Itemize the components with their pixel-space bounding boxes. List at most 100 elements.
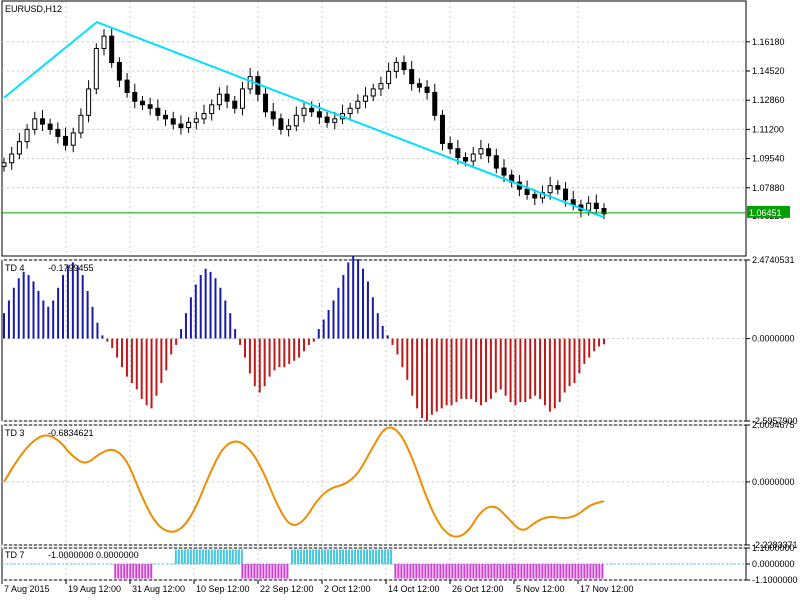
candle-body[interactable]: [555, 185, 561, 190]
candle-body[interactable]: [478, 148, 484, 155]
candle-body[interactable]: [270, 111, 276, 120]
candle-body[interactable]: [155, 107, 161, 116]
candle-body[interactable]: [447, 142, 453, 150]
candle-body[interactable]: [278, 118, 284, 130]
candle-body[interactable]: [193, 118, 199, 123]
candle-body[interactable]: [432, 91, 438, 116]
candle-body[interactable]: [424, 86, 430, 93]
candle-body[interactable]: [470, 153, 476, 162]
time-axis-label: 5 Nov 12:00: [516, 584, 565, 594]
td7-tick-label: 0.0000000: [752, 559, 795, 569]
candle-body[interactable]: [209, 104, 215, 115]
candle-body[interactable]: [124, 79, 130, 93]
candle-body[interactable]: [63, 135, 69, 146]
candle-body[interactable]: [239, 88, 245, 109]
candle-body[interactable]: [301, 107, 307, 116]
candle-body[interactable]: [47, 123, 53, 130]
candle-body[interactable]: [263, 93, 269, 113]
candle-body[interactable]: [70, 132, 76, 146]
candle-body[interactable]: [216, 93, 222, 106]
td7-tick-label: -1.1000000: [752, 575, 798, 585]
candle-body[interactable]: [563, 188, 569, 201]
td4-tick-label: 0.0000000: [752, 334, 795, 344]
candle-body[interactable]: [309, 107, 315, 113]
candle-body[interactable]: [224, 93, 230, 102]
candle-body[interactable]: [93, 47, 99, 90]
candle-body[interactable]: [178, 123, 184, 129]
candle-body[interactable]: [355, 100, 361, 109]
candle-body[interactable]: [9, 153, 15, 164]
panel-frame: [1, 424, 747, 546]
candle-body[interactable]: [363, 95, 369, 102]
candle-body[interactable]: [532, 193, 538, 199]
td3-tick-label: 0.0000000: [752, 477, 795, 487]
td3-line[interactable]: [3, 426, 605, 538]
candle-body[interactable]: [463, 157, 469, 162]
candle-body[interactable]: [586, 202, 592, 211]
candle-body[interactable]: [601, 208, 607, 215]
candle-body[interactable]: [116, 62, 122, 81]
candle-body[interactable]: [24, 128, 30, 143]
candle-body[interactable]: [501, 167, 507, 176]
candle-body[interactable]: [455, 148, 461, 159]
candle-body[interactable]: [163, 114, 169, 120]
candle-body[interactable]: [439, 114, 445, 144]
candle-body[interactable]: [101, 35, 107, 49]
td3-tick-label: -2.2283371: [752, 540, 798, 550]
candle-body[interactable]: [247, 76, 253, 90]
candle-body[interactable]: [378, 83, 384, 90]
td4-panel[interactable]: 2.4740531 0.0000000 -2.5957900: [1, 255, 798, 426]
candle-body[interactable]: [109, 35, 115, 64]
td7-panel[interactable]: 1.1000000 0.0000000 -1.1000000: [1, 543, 798, 585]
candle-body[interactable]: [324, 116, 330, 123]
candle-body[interactable]: [409, 69, 415, 85]
trend-line[interactable]: [3, 20, 605, 219]
candle-body[interactable]: [593, 202, 599, 210]
candle-body[interactable]: [78, 114, 84, 134]
candle-body[interactable]: [232, 100, 238, 109]
candle-body[interactable]: [39, 118, 45, 125]
time-axis: 7 Aug 2015 19 Aug 12:00 31 Aug 12:00 10 Sep…: [1, 580, 634, 594]
candle-body[interactable]: [486, 148, 492, 157]
price-tick-label: 1.07880: [752, 183, 785, 193]
candle-body[interactable]: [147, 104, 153, 109]
candle-body[interactable]: [386, 70, 392, 85]
candle-body[interactable]: [493, 155, 499, 169]
td4-value: -0.1799455: [48, 263, 94, 273]
candle-body[interactable]: [401, 62, 407, 71]
candle-body[interactable]: [286, 125, 292, 130]
td4-tick-label: -2.5957900: [752, 416, 798, 426]
candle-body[interactable]: [524, 188, 530, 195]
price-tick-label: 1.09540: [752, 154, 785, 164]
td7-value: -1.0000000 0.0000000: [48, 550, 139, 560]
candle-body[interactable]: [1, 162, 7, 167]
candle-body[interactable]: [547, 185, 553, 194]
candle-body[interactable]: [293, 114, 299, 127]
candle-body[interactable]: [86, 88, 92, 116]
candle-body[interactable]: [32, 118, 38, 130]
td3-caption: TD 3 -0.6834621: [5, 428, 94, 438]
price-panel[interactable]: 1.16180 1.14520 1.12860 1.11200 1.09540 1.078…: [1, 0, 790, 257]
candle-body[interactable]: [370, 88, 376, 97]
candle-body[interactable]: [201, 113, 207, 120]
td7-label: TD 7: [5, 550, 25, 560]
candle-body[interactable]: [393, 62, 399, 72]
panel-frame: [1, 0, 747, 257]
candle-body[interactable]: [186, 121, 192, 129]
candle-body[interactable]: [139, 100, 145, 106]
candle-body[interactable]: [170, 118, 176, 125]
chart-title: EURUSD,H12: [5, 4, 62, 14]
current-price-label: 1.06451: [749, 208, 782, 218]
price-tick-label: 1.11200: [752, 124, 784, 134]
candle-body[interactable]: [16, 141, 22, 155]
candle-body[interactable]: [416, 83, 422, 88]
time-axis-label: 19 Aug 12:00: [68, 584, 121, 594]
td3-panel[interactable]: 2.0094675 0.0000000 -2.2283371: [1, 420, 798, 550]
candle-body[interactable]: [55, 128, 61, 137]
candle-body[interactable]: [132, 91, 138, 102]
candle-body[interactable]: [332, 118, 338, 123]
candle-body[interactable]: [347, 107, 353, 115]
candle-body[interactable]: [316, 111, 322, 118]
td7-tick-label: 1.1000000: [752, 543, 795, 553]
